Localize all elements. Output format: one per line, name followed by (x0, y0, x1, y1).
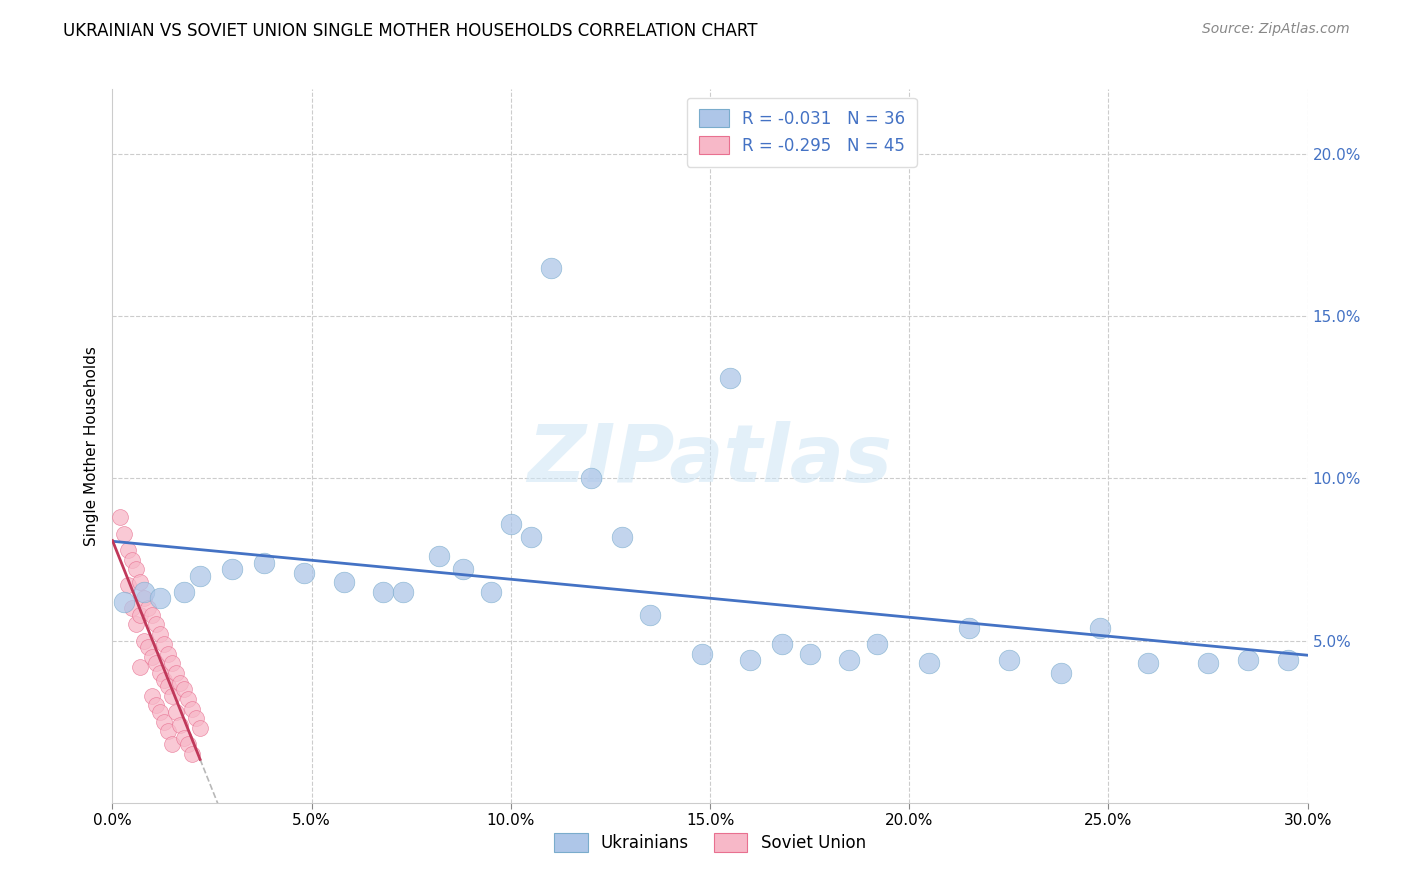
Point (125, 562, 148, 576)
Point (121, 601, 143, 615)
Point (114, 526, 135, 541)
Point (162, 689, 183, 703)
Point (153, 673, 176, 687)
Point (162, 738, 183, 752)
Point (186, 711, 208, 725)
Point (181, 747, 204, 761)
Point (157, 679, 180, 693)
Point (640, 607, 662, 622)
Point (520, 530, 543, 544)
Point (157, 647, 180, 661)
Point (134, 585, 156, 599)
Point (110, 510, 132, 524)
Text: Source: ZipAtlas.com: Source: ZipAtlas.com (1202, 22, 1350, 37)
Point (188, 568, 211, 582)
Point (125, 617, 148, 632)
Point (129, 659, 152, 673)
Point (141, 649, 163, 664)
Point (145, 657, 167, 671)
Point (181, 702, 204, 716)
Point (427, 549, 450, 564)
Point (153, 714, 176, 729)
Point (162, 657, 183, 671)
Point (1049, 666, 1071, 681)
Point (690, 647, 713, 661)
Point (770, 637, 793, 651)
Point (373, 585, 395, 599)
Point (188, 721, 211, 735)
Point (165, 705, 187, 719)
Text: ZIPatlas: ZIPatlas (527, 421, 893, 500)
Point (134, 633, 156, 648)
Point (173, 682, 195, 697)
Point (149, 591, 172, 606)
Point (221, 562, 243, 576)
Point (141, 607, 163, 622)
Point (173, 585, 195, 599)
Point (292, 566, 315, 580)
Point (838, 653, 860, 667)
Point (718, 371, 741, 385)
Point (149, 705, 172, 719)
Point (114, 595, 135, 609)
Point (1090, 621, 1112, 635)
Point (738, 653, 761, 667)
Point (177, 692, 200, 706)
Point (138, 601, 160, 615)
Y-axis label: Single Mother Households: Single Mother Households (83, 346, 98, 546)
Legend: Ukrainians, Soviet Union: Ukrainians, Soviet Union (547, 827, 873, 859)
Point (332, 575, 354, 590)
Point (392, 585, 415, 599)
Point (141, 689, 163, 703)
Point (1197, 657, 1219, 671)
Point (253, 556, 276, 570)
Point (173, 731, 195, 745)
Point (177, 738, 200, 752)
Point (169, 675, 191, 690)
Point (579, 471, 602, 485)
Point (451, 562, 474, 576)
Point (918, 657, 941, 671)
Point (957, 621, 980, 635)
Point (149, 627, 172, 641)
Point (138, 640, 160, 654)
Point (499, 516, 522, 531)
Point (117, 578, 139, 592)
Point (1237, 653, 1260, 667)
Point (129, 575, 152, 590)
Point (145, 617, 167, 632)
Point (121, 552, 143, 566)
Point (153, 637, 176, 651)
Point (165, 666, 187, 681)
Point (998, 653, 1021, 667)
Point (169, 718, 191, 732)
Point (1277, 653, 1299, 667)
Point (1137, 657, 1160, 671)
Text: UKRAINIAN VS SOVIET UNION SINGLE MOTHER HOUSEHOLDS CORRELATION CHART: UKRAINIAN VS SOVIET UNION SINGLE MOTHER … (63, 22, 758, 40)
Point (866, 637, 889, 651)
Point (540, 260, 562, 275)
Point (117, 542, 139, 557)
Point (149, 666, 172, 681)
Point (129, 607, 152, 622)
Point (145, 698, 167, 713)
Point (157, 724, 180, 739)
Point (479, 585, 502, 599)
Point (799, 647, 821, 661)
Point (612, 530, 634, 544)
Point (134, 591, 156, 606)
